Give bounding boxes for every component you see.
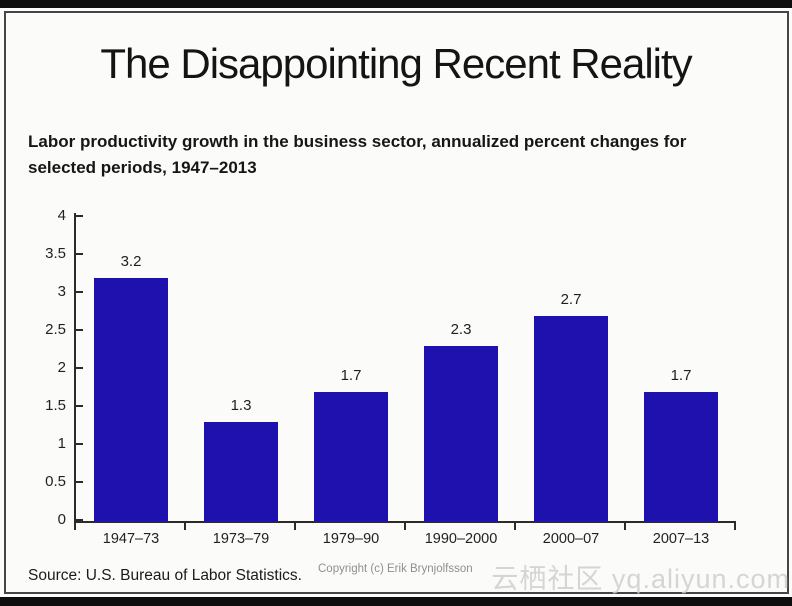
y-axis-tick bbox=[76, 215, 83, 217]
chart-subtitle: Labor productivity growth in the busines… bbox=[28, 129, 686, 181]
y-axis-tick bbox=[76, 367, 83, 369]
x-axis-tick bbox=[624, 523, 626, 530]
bar-value-label: 1.7 bbox=[340, 366, 362, 384]
x-axis-category-label: 2007–13 bbox=[652, 531, 710, 547]
x-axis-category-label: 1947–73 bbox=[102, 531, 160, 547]
x-axis-tick bbox=[294, 523, 296, 530]
x-axis-category-label: 2000–07 bbox=[542, 531, 600, 547]
x-axis-category-label: 1990–2000 bbox=[424, 531, 498, 547]
x-axis-tick bbox=[404, 523, 406, 530]
bottom-letterbox-bar bbox=[0, 597, 792, 606]
bar-1947–73 bbox=[93, 277, 169, 521]
x-axis-tick bbox=[74, 523, 76, 530]
chart-subtitle-line2: selected periods, 1947–2013 bbox=[28, 158, 257, 177]
bar-value-label: 2.7 bbox=[560, 290, 582, 308]
y-axis-tick bbox=[76, 329, 83, 331]
bar-chart-plot-area: 0 0.5 1 1.5 2 2.5 3 3.5 4 3.2 1947–73 1.3 1973–79 1.7… bbox=[45, 207, 736, 547]
y-axis-tick bbox=[76, 519, 83, 521]
x-axis-tick bbox=[514, 523, 516, 530]
source-note: Source: U.S. Bureau of Labor Statistics. bbox=[28, 567, 302, 584]
x-axis-tick bbox=[734, 523, 736, 530]
y-axis-tick-label: 2 bbox=[57, 359, 66, 376]
x-axis-tick bbox=[184, 523, 186, 530]
x-axis-category-label: 1973–79 bbox=[212, 531, 270, 547]
y-axis-tick bbox=[76, 405, 83, 407]
bar-2007–13 bbox=[643, 391, 719, 521]
y-axis-tick-label: 0.5 bbox=[45, 473, 66, 490]
bar-value-label: 3.2 bbox=[120, 252, 142, 270]
x-axis-category-label: 1979–90 bbox=[322, 531, 380, 547]
chart-subtitle-line1: Labor productivity growth in the busines… bbox=[28, 132, 687, 151]
bar-1979–90 bbox=[313, 391, 389, 521]
y-axis-tick bbox=[76, 291, 83, 293]
page-title: The Disappointing Recent Reality bbox=[100, 40, 692, 87]
bar-value-label: 1.3 bbox=[230, 397, 252, 415]
y-axis-tick-label: 4 bbox=[57, 207, 66, 224]
y-axis-tick-label: 0 bbox=[57, 511, 66, 528]
bar-value-label: 1.7 bbox=[670, 366, 692, 384]
y-axis-tick-label: 1 bbox=[57, 435, 66, 452]
y-axis-tick-label: 2.5 bbox=[45, 321, 66, 338]
y-axis-tick bbox=[76, 481, 83, 483]
y-axis-tick bbox=[76, 443, 83, 445]
bar-1990–2000 bbox=[423, 346, 499, 521]
bar-2000–07 bbox=[533, 315, 609, 521]
watermark: 云栖社区 yq.aliyun.com bbox=[491, 564, 790, 594]
top-letterbox-bar bbox=[0, 0, 792, 8]
bar-1973–79 bbox=[203, 422, 279, 521]
bar-value-label: 2.3 bbox=[450, 321, 472, 339]
y-axis-tick-label: 1.5 bbox=[45, 397, 66, 414]
y-axis-tick-label: 3 bbox=[57, 283, 66, 300]
y-axis-tick bbox=[76, 253, 83, 255]
copyright-note: Copyright (c) Erik Brynjolfsson bbox=[318, 563, 473, 575]
y-axis-tick-label: 3.5 bbox=[45, 245, 66, 262]
